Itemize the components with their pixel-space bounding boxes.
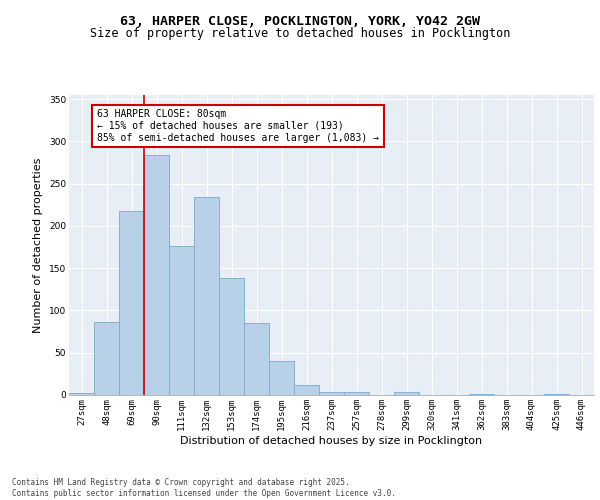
Bar — [119, 211, 144, 395]
Text: Size of property relative to detached houses in Pocklington: Size of property relative to detached ho… — [90, 28, 510, 40]
Bar — [69, 394, 94, 395]
Bar — [319, 392, 344, 395]
Text: 63 HARPER CLOSE: 80sqm
← 15% of detached houses are smaller (193)
85% of semi-de: 63 HARPER CLOSE: 80sqm ← 15% of detached… — [97, 110, 379, 142]
X-axis label: Distribution of detached houses by size in Pocklington: Distribution of detached houses by size … — [181, 436, 482, 446]
Bar — [244, 323, 269, 395]
Bar — [219, 278, 244, 395]
Bar — [269, 361, 294, 395]
Bar — [169, 246, 194, 395]
Text: Contains HM Land Registry data © Crown copyright and database right 2025.
Contai: Contains HM Land Registry data © Crown c… — [12, 478, 396, 498]
Bar — [469, 394, 494, 395]
Bar — [94, 322, 119, 395]
Text: 63, HARPER CLOSE, POCKLINGTON, YORK, YO42 2GW: 63, HARPER CLOSE, POCKLINGTON, YORK, YO4… — [120, 15, 480, 28]
Bar — [294, 385, 319, 395]
Bar — [144, 155, 169, 395]
Y-axis label: Number of detached properties: Number of detached properties — [34, 158, 43, 332]
Bar — [544, 394, 569, 395]
Bar — [194, 198, 219, 395]
Bar — [344, 392, 369, 395]
Bar — [394, 392, 419, 395]
